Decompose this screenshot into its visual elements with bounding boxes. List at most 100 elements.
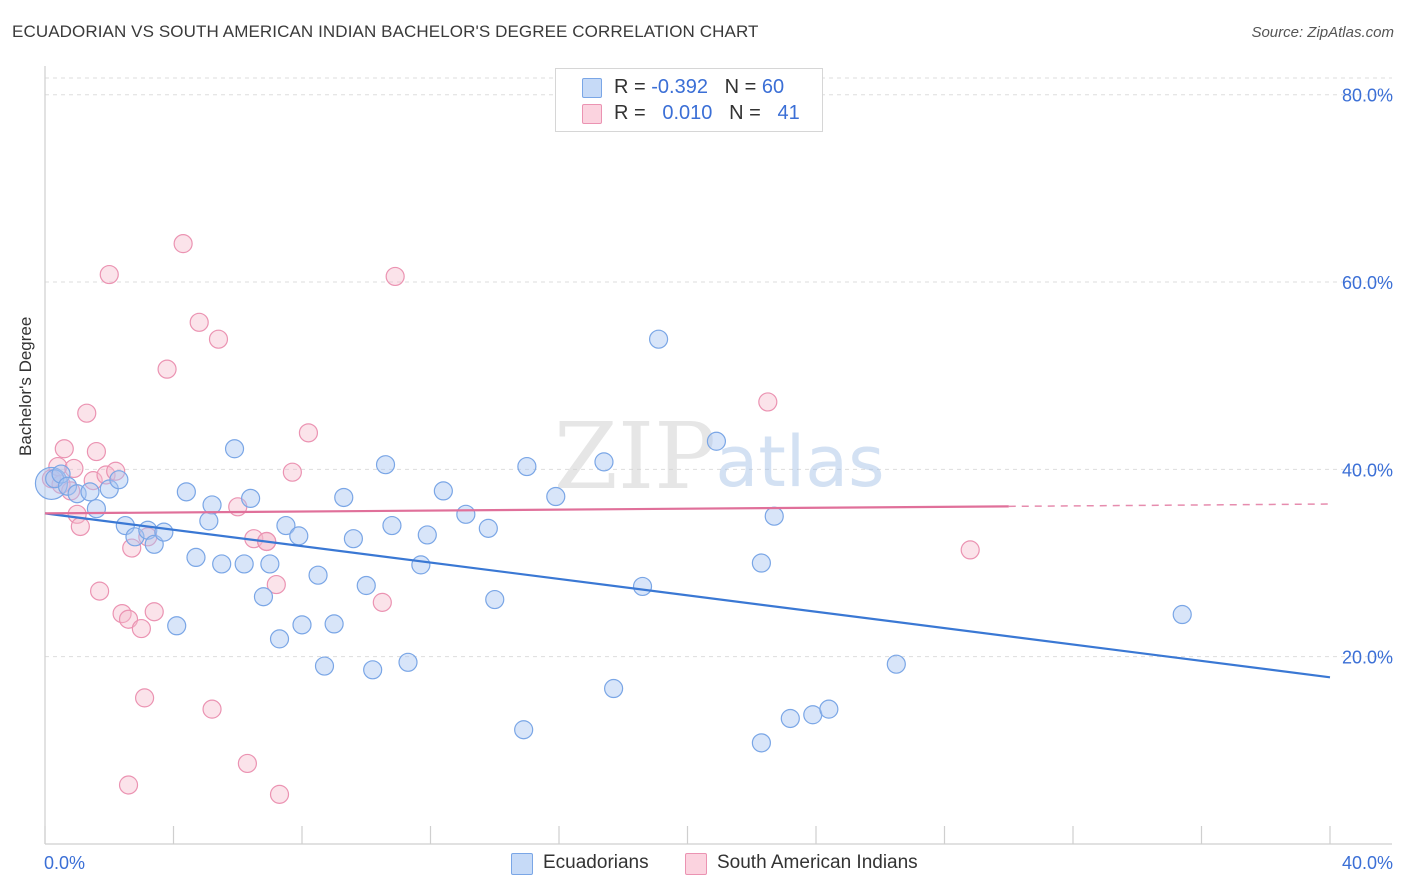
- bottom-legend-ecuadorians: Ecuadorians: [511, 850, 671, 876]
- point-ecuadorians: [433, 481, 453, 501]
- point-ecuadorians: [382, 515, 402, 536]
- point-ecuadorians: [57, 476, 78, 496]
- point-ecuadorians: [398, 652, 418, 672]
- watermark: ZIP atlas: [554, 403, 885, 510]
- point-ecuadorians: [154, 522, 174, 542]
- series-south-american-indians: [41, 234, 980, 804]
- point-ecuadorians: [314, 656, 335, 676]
- watermark-atlas: atlas: [715, 421, 884, 503]
- point-ecuadorians: [324, 614, 344, 634]
- stats-legend: R = -0.392 N = 60 R = 0.010 N = 41: [555, 68, 823, 132]
- point-ecuadorians: [517, 456, 537, 477]
- point-ecuadorians: [780, 708, 800, 729]
- point-south-american-indians: [118, 609, 139, 629]
- point-ecuadorians: [1172, 604, 1192, 625]
- point-ecuadorians: [485, 589, 505, 610]
- point-ecuadorians: [80, 482, 100, 502]
- point-ecuadorians: [819, 699, 839, 719]
- axes: [44, 66, 1392, 845]
- point-south-american-indians: [144, 602, 164, 622]
- point-ecuadorians: [343, 529, 363, 549]
- point-south-american-indians: [372, 592, 392, 612]
- point-ecuadorians: [356, 575, 376, 596]
- watermark-zip: ZIP: [554, 403, 716, 510]
- point-ecuadorians: [212, 554, 232, 574]
- legend-swatch-south-american-indians: [582, 104, 602, 124]
- legend-r-label: R =: [614, 102, 652, 124]
- y-tick-label: 20.0%: [1342, 648, 1393, 668]
- point-ecuadorians: [363, 660, 383, 680]
- point-ecuadorians: [269, 629, 290, 649]
- point-ecuadorians: [51, 464, 71, 484]
- point-south-american-indians: [122, 538, 142, 558]
- legend-n-value: 60: [761, 76, 785, 98]
- point-ecuadorians: [276, 515, 296, 536]
- point-ecuadorians: [648, 329, 669, 349]
- point-ecuadorians: [109, 470, 129, 490]
- trend-line-south-american-indians-dashed: [1008, 503, 1331, 508]
- trend-line-ecuadorians: [44, 512, 1331, 679]
- point-ecuadorians: [751, 553, 771, 573]
- point-south-american-indians: [86, 441, 107, 462]
- point-south-american-indians: [157, 359, 177, 379]
- point-ecuadorians: [260, 554, 280, 574]
- x-tick-label: 0.0%: [44, 853, 85, 873]
- bottom-legend-swatch-south-american-indians: [685, 853, 707, 875]
- point-south-american-indians: [173, 234, 193, 254]
- x-tick-labels: 0.0% 40.0%: [44, 853, 1393, 873]
- point-ecuadorians: [514, 720, 534, 740]
- legend-r-value: 0.010: [662, 102, 713, 124]
- point-ecuadorians: [764, 506, 784, 526]
- point-ecuadorians: [456, 504, 476, 524]
- x-tick-label: 40.0%: [1342, 853, 1393, 873]
- point-ecuadorians: [334, 487, 354, 508]
- point-south-american-indians: [960, 540, 980, 560]
- point-ecuadorians: [308, 565, 328, 585]
- point-south-american-indians: [298, 423, 319, 443]
- y-tick-label: 60.0%: [1342, 273, 1393, 293]
- y-tick-label: 80.0%: [1342, 86, 1393, 106]
- point-ecuadorians: [751, 733, 771, 753]
- point-ecuadorians: [546, 486, 566, 507]
- trend-line-south-american-indians: [44, 505, 1009, 515]
- point-ecuadorians: [186, 547, 206, 568]
- bottom-legend-swatch-ecuadorians: [511, 853, 533, 875]
- point-ecuadorians: [375, 455, 396, 475]
- trend-lines: [44, 503, 1331, 679]
- point-ecuadorians: [86, 499, 107, 519]
- legend-n-value: 41: [777, 102, 800, 124]
- legend-n-label: N =: [729, 102, 767, 124]
- point-south-american-indians: [54, 439, 74, 459]
- point-south-american-indians: [96, 465, 116, 485]
- point-ecuadorians: [886, 654, 906, 674]
- legend-r-label: R =: [614, 76, 652, 98]
- point-ecuadorians: [706, 431, 727, 451]
- point-south-american-indians: [237, 753, 257, 774]
- point-ecuadorians: [241, 488, 261, 508]
- point-south-american-indians: [189, 312, 209, 332]
- point-ecuadorians: [411, 555, 431, 575]
- point-south-american-indians: [118, 775, 139, 795]
- point-ecuadorians: [176, 482, 196, 502]
- point-ecuadorians: [199, 511, 219, 531]
- point-ecuadorians: [803, 705, 823, 725]
- bottom-legend-south-american-indians: South American Indians: [685, 850, 945, 876]
- point-south-american-indians: [99, 264, 119, 285]
- point-south-american-indians: [90, 581, 110, 601]
- bottom-legend-label-south-american-indians: South American Indians: [717, 852, 918, 873]
- legend-n-label: N =: [724, 76, 762, 98]
- y-tick-label: 40.0%: [1342, 460, 1393, 480]
- legend-r-value: -0.392: [651, 76, 708, 98]
- point-south-american-indians: [131, 618, 151, 639]
- y-axis-label: Bachelor's Degree: [16, 316, 35, 456]
- point-ecuadorians: [224, 439, 245, 459]
- point-south-american-indians: [70, 516, 90, 537]
- point-south-american-indians: [77, 403, 97, 423]
- bottom-legend-label-ecuadorians: Ecuadorians: [543, 852, 649, 873]
- point-south-american-indians: [282, 462, 302, 482]
- point-ecuadorians: [234, 554, 254, 574]
- point-ecuadorians: [417, 525, 437, 545]
- point-ecuadorians: [167, 616, 187, 636]
- point-ecuadorians: [292, 615, 312, 635]
